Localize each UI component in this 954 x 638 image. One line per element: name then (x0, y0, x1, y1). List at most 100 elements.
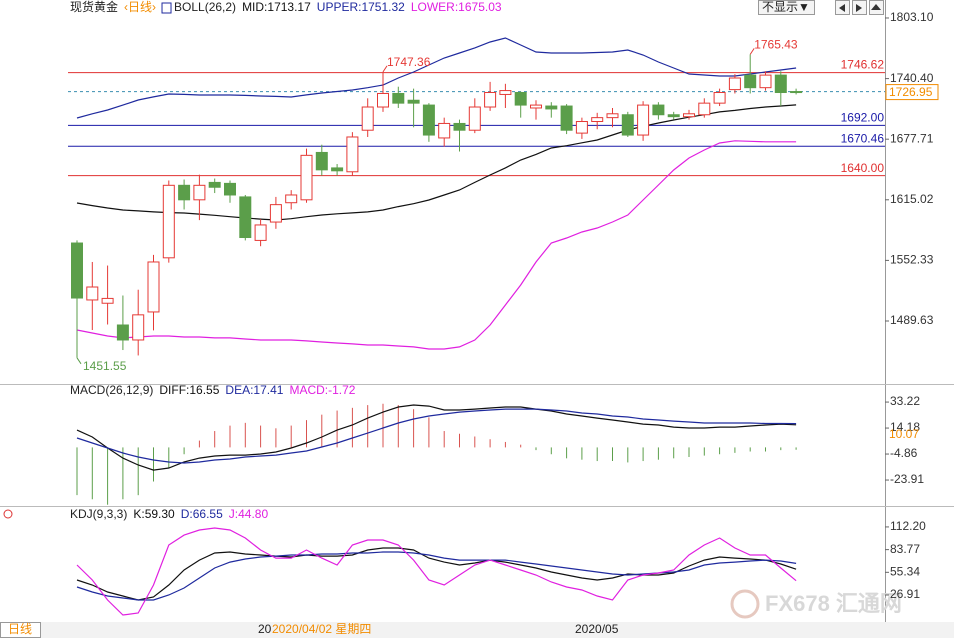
legend-entry: LOWER:1675.03 (411, 0, 502, 14)
candle-body (422, 104, 435, 136)
legend-entry: K:59.30 (133, 507, 175, 521)
watermark: FX678 汇通网 (730, 589, 902, 619)
candle-body (713, 92, 726, 104)
candle-body (545, 105, 558, 110)
y-tick-label: -23.91 (890, 472, 924, 486)
candle-body (621, 114, 634, 136)
y-tick-label: 14.18 (890, 420, 920, 434)
indicator-line (76, 551, 797, 601)
indicator-line (76, 404, 797, 471)
x-tick-label: 20 (258, 622, 272, 636)
watermark-logo (730, 589, 760, 619)
candle-body (468, 106, 481, 131)
candle-body (224, 182, 236, 196)
arrow-icon (856, 4, 862, 12)
display-toggle-label: 不显示▼ (762, 0, 810, 14)
level-label: 1692.00 (841, 111, 885, 125)
candle-body (652, 104, 665, 116)
candle-body (193, 184, 206, 201)
candle-body (759, 74, 772, 89)
y-tick-label: -4.86 (890, 446, 918, 460)
candle-body (484, 92, 497, 108)
last-price-label: 1726.95 (889, 85, 933, 99)
candle-body (744, 74, 757, 89)
indicator-line (76, 408, 797, 464)
annotation-pointer (382, 65, 388, 73)
legend-entry: MACD(26,12,9) (70, 383, 153, 397)
candle-body (591, 117, 604, 123)
last-price-box (885, 84, 939, 101)
y-tick-label: 112.20 (890, 519, 926, 533)
candle-body (101, 297, 114, 304)
y-tick-label: 1552.33 (890, 253, 934, 267)
arrow-icon (871, 4, 881, 10)
cursor-value: 10.07 (889, 427, 919, 441)
candle-body (315, 151, 328, 171)
legend-entry: KDJ(9,3,3) (70, 507, 127, 521)
candle-body (208, 181, 221, 188)
legend-entry: 现货黄金 (70, 0, 118, 14)
candle-body (514, 92, 527, 106)
candle-body (116, 324, 129, 341)
candle-body (71, 242, 83, 299)
display-toggle[interactable] (758, 0, 815, 15)
y-tick-label: 33.22 (890, 394, 920, 408)
candle-body (162, 184, 175, 259)
y-tick-label: 1489.63 (890, 313, 934, 327)
legend-entry: D:66.55 (181, 507, 223, 521)
annotation: 1765.43 (754, 38, 798, 52)
candle-body (361, 106, 374, 131)
candle-body (86, 286, 99, 301)
arrow-icon (839, 4, 845, 12)
candle-body (790, 91, 803, 94)
candle-body (392, 92, 405, 104)
candle-body (728, 77, 741, 91)
y-tick-label: 26.91 (890, 587, 920, 601)
candle-body (269, 204, 282, 223)
candle-body (239, 196, 252, 239)
candle-body (346, 136, 359, 173)
candle-body (453, 122, 466, 131)
indicator-line (76, 140, 797, 350)
candle-body (698, 102, 711, 116)
candle-body (300, 154, 313, 201)
candle-body (147, 261, 160, 313)
candle-body (774, 74, 787, 94)
candle-body (499, 90, 512, 95)
candle-body (178, 184, 191, 201)
annotation-pointer (749, 48, 755, 55)
watermark-text: FX678 汇通网 (765, 591, 902, 616)
annotation: 1451.55 (83, 359, 127, 373)
candle-body (285, 194, 298, 204)
candle-body (560, 105, 573, 131)
y-tick-label: 55.34 (890, 564, 920, 578)
candle-body (438, 122, 451, 139)
x-tick-label: 2020/05 (575, 622, 619, 636)
candle-body (132, 314, 145, 341)
indicator-icon (161, 2, 172, 14)
x-cursor-label: 2020/04/02 星期四 (272, 622, 371, 636)
level-label: 1640.00 (841, 161, 885, 175)
candle-body (667, 114, 680, 118)
annotation-pointer (76, 357, 82, 365)
settings-icon[interactable] (3, 509, 13, 519)
candle-body (530, 104, 542, 109)
legend-entry: DEA:17.41 (225, 383, 283, 397)
candle-body (606, 113, 619, 119)
candle-body (637, 104, 650, 136)
level-label: 1746.62 (841, 58, 885, 72)
candle-body (683, 113, 695, 118)
candle-body (377, 92, 389, 108)
candle-body (331, 167, 344, 172)
candle-body (575, 121, 588, 134)
indicator-line (76, 527, 797, 616)
legend-entry: BOLL(26,2) (174, 0, 236, 14)
legend-entry: ‹日线› (124, 0, 156, 14)
legend-entry: J:44.80 (229, 507, 269, 521)
indicator-line (76, 104, 797, 221)
y-tick-label: 1677.71 (890, 131, 934, 145)
legend-entry: MID:1713.17 (242, 0, 311, 14)
legend-entry: DIFF:16.55 (159, 383, 219, 397)
